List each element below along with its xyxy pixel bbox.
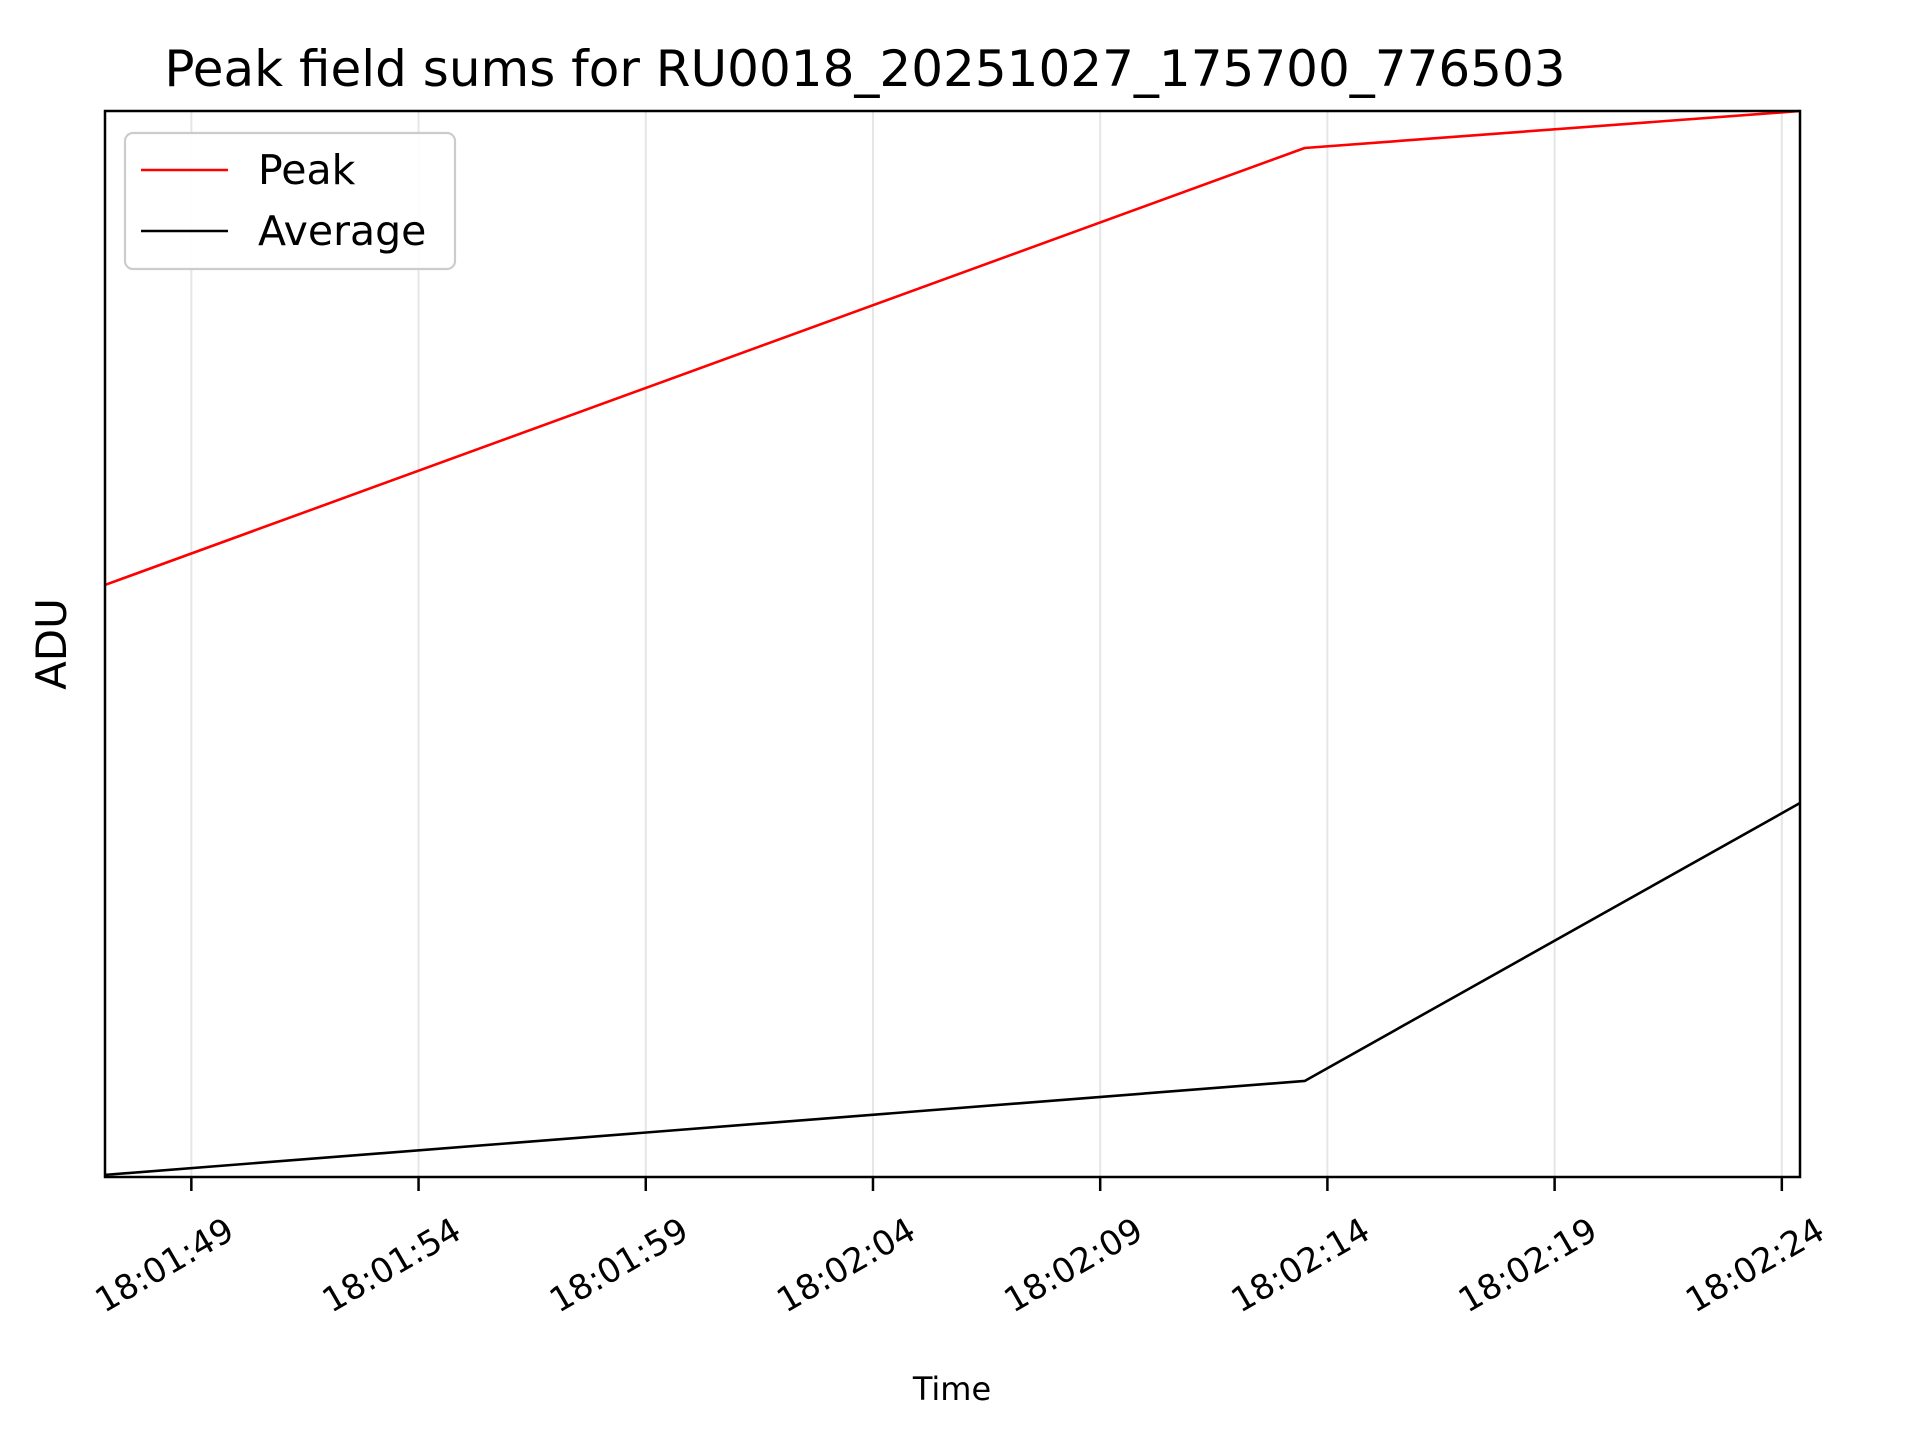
legend-average-label: Average <box>258 207 426 255</box>
gridlines <box>190 111 1783 1177</box>
y-axis-label: ADU <box>27 598 76 690</box>
legend-box <box>123 131 457 271</box>
chart-title: Peak field sums for RU0018_20251027_1757… <box>164 40 1565 98</box>
plot-frame <box>103 109 1802 1179</box>
legend: Peak Average <box>123 131 457 271</box>
legend-peak-label: Peak <box>258 146 356 194</box>
x-tick-marks <box>190 1177 1784 1191</box>
peak-line <box>104 109 1801 587</box>
average-line <box>104 801 1801 1177</box>
x-axis-label: Time <box>912 1370 991 1408</box>
